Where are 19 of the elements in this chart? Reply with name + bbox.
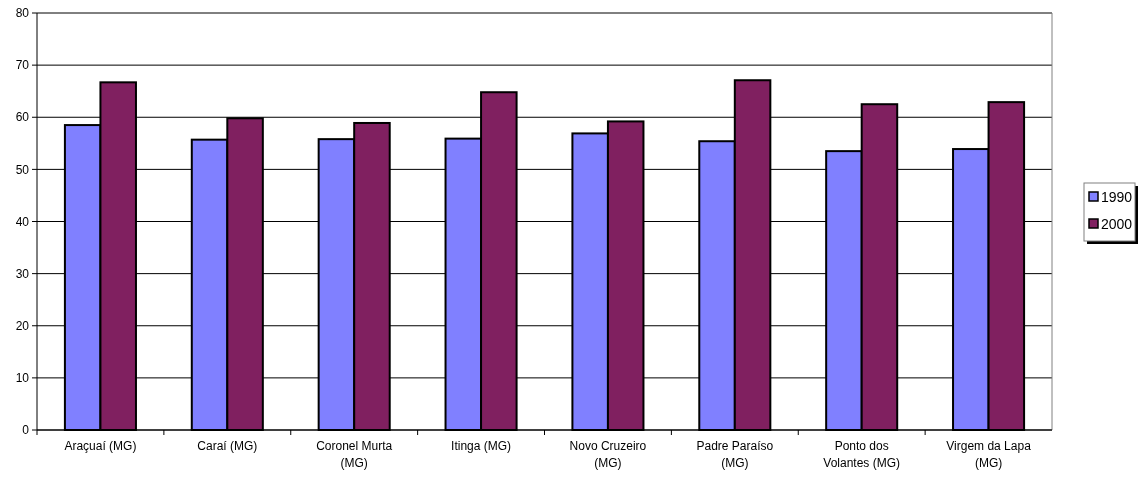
x-tick-label: Virgem da Lapa (MG) (946, 439, 1032, 470)
y-tick-label: 30 (15, 266, 30, 281)
y-tick-label: 80 (15, 6, 30, 21)
x-tick-label: Caraí (MG) (197, 439, 258, 453)
y-tick-label: 70 (15, 58, 30, 73)
legend-label: 2000 (1101, 215, 1133, 232)
x-tick-label: Ponto dos Volantes (MG) (823, 439, 901, 470)
legend-label: 1990 (1101, 188, 1133, 205)
y-tick-label: 20 (15, 318, 30, 333)
x-tick-label: Coronel Murta (MG) (316, 439, 393, 470)
y-tick-label: 60 (15, 110, 30, 125)
y-tick-label: 10 (15, 371, 30, 386)
x-tick-label: Itinga (MG) (451, 439, 512, 453)
y-tick-label: 50 (15, 162, 30, 177)
x-tick-label: Padre Paraíso (MG) (696, 439, 774, 470)
y-tick-label: 40 (15, 214, 30, 229)
y-tick-label: 0 (22, 423, 30, 438)
x-tick-label: Araçuaí (MG) (64, 439, 137, 453)
x-tick-label: Novo Cruzeiro (MG) (569, 439, 647, 470)
